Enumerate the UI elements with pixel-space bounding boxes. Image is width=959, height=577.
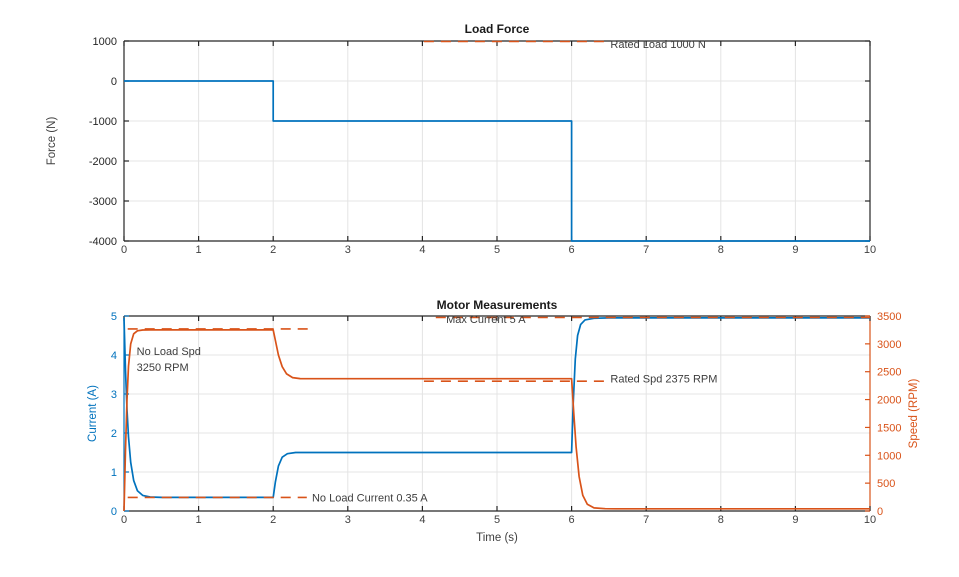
y-axis-label-right: Speed (RPM) [908, 379, 920, 449]
x-tick-label: 8 [718, 244, 724, 256]
y-tick-label-left: 5 [111, 311, 117, 323]
y-axis-label: Force (N) [46, 117, 58, 166]
x-tick-label: 0 [121, 514, 127, 526]
y-tick-label-left: -2000 [89, 156, 117, 168]
y-tick-label-right: 0 [877, 506, 883, 518]
x-tick-label: 1 [196, 244, 202, 256]
x-tick-label: 2 [270, 244, 276, 256]
x-tick-label: 7 [643, 514, 649, 526]
x-tick-label: 4 [419, 514, 425, 526]
x-tick-label: 7 [643, 244, 649, 256]
y-tick-label-left: 0 [111, 506, 117, 518]
y-tick-label-left: 3 [111, 389, 117, 401]
x-tick-label: 9 [792, 244, 798, 256]
annotation-rated-load-label: Rated Load 1000 N [610, 39, 705, 51]
chart-title: Load Force [465, 22, 530, 36]
y-tick-label-right: 1000 [877, 450, 901, 462]
y-tick-label-left: 2 [111, 428, 117, 440]
y-tick-label-left: 0 [111, 76, 117, 88]
x-tick-label: 5 [494, 514, 500, 526]
annotation-no-load-current-label: No Load Current 0.35 A [312, 492, 428, 504]
x-tick-label: 3 [345, 514, 351, 526]
x-axis-label: Time (s) [476, 532, 518, 544]
y-tick-label-left: 4 [111, 350, 117, 362]
y-tick-label-left: 1 [111, 467, 117, 479]
chart-title: Motor Measurements [437, 298, 558, 312]
x-tick-label: 6 [569, 514, 575, 526]
x-tick-label: 9 [792, 514, 798, 526]
y-tick-label-right: 3500 [877, 311, 901, 323]
y-tick-label-left: -1000 [89, 116, 117, 128]
series-motor-current [123, 317, 870, 499]
y-axis-label-left: Current (A) [87, 385, 99, 442]
x-tick-label: 8 [718, 514, 724, 526]
y-tick-label-left: -4000 [89, 236, 117, 248]
series-motor-speed [123, 329, 870, 512]
annotation-rated-speed-label: Rated Spd 2375 RPM [610, 374, 717, 386]
x-tick-label: 1 [196, 514, 202, 526]
x-tick-label: 10 [864, 514, 876, 526]
x-tick-label: 6 [569, 244, 575, 256]
x-tick-label: 2 [270, 514, 276, 526]
series-load-force [124, 80, 870, 242]
annotation-no-load-speed-label: No Load Spd 3250 RPM [137, 346, 201, 374]
x-tick-label: 10 [864, 244, 876, 256]
annotation-max-current-label: Max Current 5 A [446, 314, 526, 326]
x-tick-label: 4 [419, 244, 425, 256]
y-tick-label-right: 3000 [877, 339, 901, 351]
x-tick-label: 3 [345, 244, 351, 256]
y-tick-label-right: 500 [877, 478, 895, 490]
y-tick-label-right: 1500 [877, 422, 901, 434]
y-tick-label-left: 1000 [93, 36, 117, 48]
y-tick-label-right: 2500 [877, 367, 901, 379]
x-tick-label: 5 [494, 244, 500, 256]
y-tick-label-right: 2000 [877, 395, 901, 407]
x-tick-label: 0 [121, 244, 127, 256]
y-tick-label-left: -3000 [89, 196, 117, 208]
